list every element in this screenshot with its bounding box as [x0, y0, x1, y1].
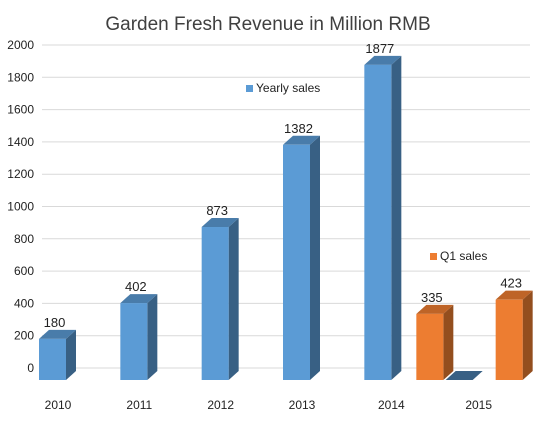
bar-top: [495, 290, 533, 300]
y-tick-label: 2000: [7, 38, 34, 52]
bar: [495, 299, 523, 380]
data-label: 1877: [365, 41, 394, 56]
chart-title: Garden Fresh Revenue in Million RMB: [105, 14, 431, 35]
data-label: 335: [421, 290, 443, 305]
bar-side: [228, 218, 239, 380]
bar-top: [39, 329, 76, 339]
bars: [39, 55, 533, 380]
legend-label: Q1 sales: [440, 249, 487, 263]
bar-side: [522, 290, 533, 380]
data-label: 423: [500, 276, 522, 291]
y-tick-label: 600: [14, 264, 34, 278]
x-tick-label: 2015: [465, 398, 492, 412]
bar-side: [443, 304, 454, 380]
bar: [283, 144, 310, 380]
y-tick-label: 1600: [7, 103, 34, 117]
x-tick-label: 2013: [289, 398, 316, 412]
bar: [201, 227, 229, 380]
legend-label: Yearly sales: [256, 81, 320, 95]
x-tick-label: 2011: [126, 398, 152, 412]
bar: [364, 64, 392, 380]
legend-swatch: [430, 253, 437, 260]
y-tick-label: 1400: [7, 135, 34, 149]
legend: Yearly sales Q1 sales: [246, 81, 487, 263]
y-tick-label: 0: [27, 361, 34, 375]
bar-top: [120, 294, 158, 304]
bar-side: [391, 55, 402, 380]
x-tick-label: 2012: [207, 398, 234, 412]
bar-top: [283, 135, 320, 145]
y-tick-label: 1000: [7, 200, 34, 214]
bar-side: [147, 294, 158, 380]
bar: [120, 303, 148, 380]
y-tick-label: 1200: [7, 167, 34, 181]
data-label: 1382: [284, 121, 313, 136]
data-labels: 180 402 873 1382 1877 335 423: [44, 41, 522, 330]
data-label: 873: [206, 203, 228, 218]
bar: [39, 338, 66, 380]
x-tick-label: 2010: [45, 398, 72, 412]
bar-top: [445, 371, 483, 380]
bar: [416, 313, 444, 380]
legend-swatch: [246, 85, 253, 92]
bar-side: [310, 135, 320, 380]
bar-top: [201, 218, 239, 228]
y-tick-label: 1800: [7, 70, 34, 84]
y-tick-label: 800: [14, 232, 34, 246]
y-axis: 0 200 400 600 800 1000 1200 1400 1600 1800 2000: [7, 38, 34, 375]
data-label: 402: [125, 279, 147, 294]
data-label: 180: [44, 315, 66, 330]
y-tick-label: 400: [14, 296, 34, 310]
x-axis: 2010 2011 2012 2013 2014 2015: [45, 398, 493, 412]
bar-side: [66, 329, 76, 380]
x-tick-label: 2014: [378, 398, 405, 412]
bar-top: [364, 55, 402, 65]
bar-top: [416, 304, 454, 314]
y-tick-label: 200: [14, 329, 34, 343]
